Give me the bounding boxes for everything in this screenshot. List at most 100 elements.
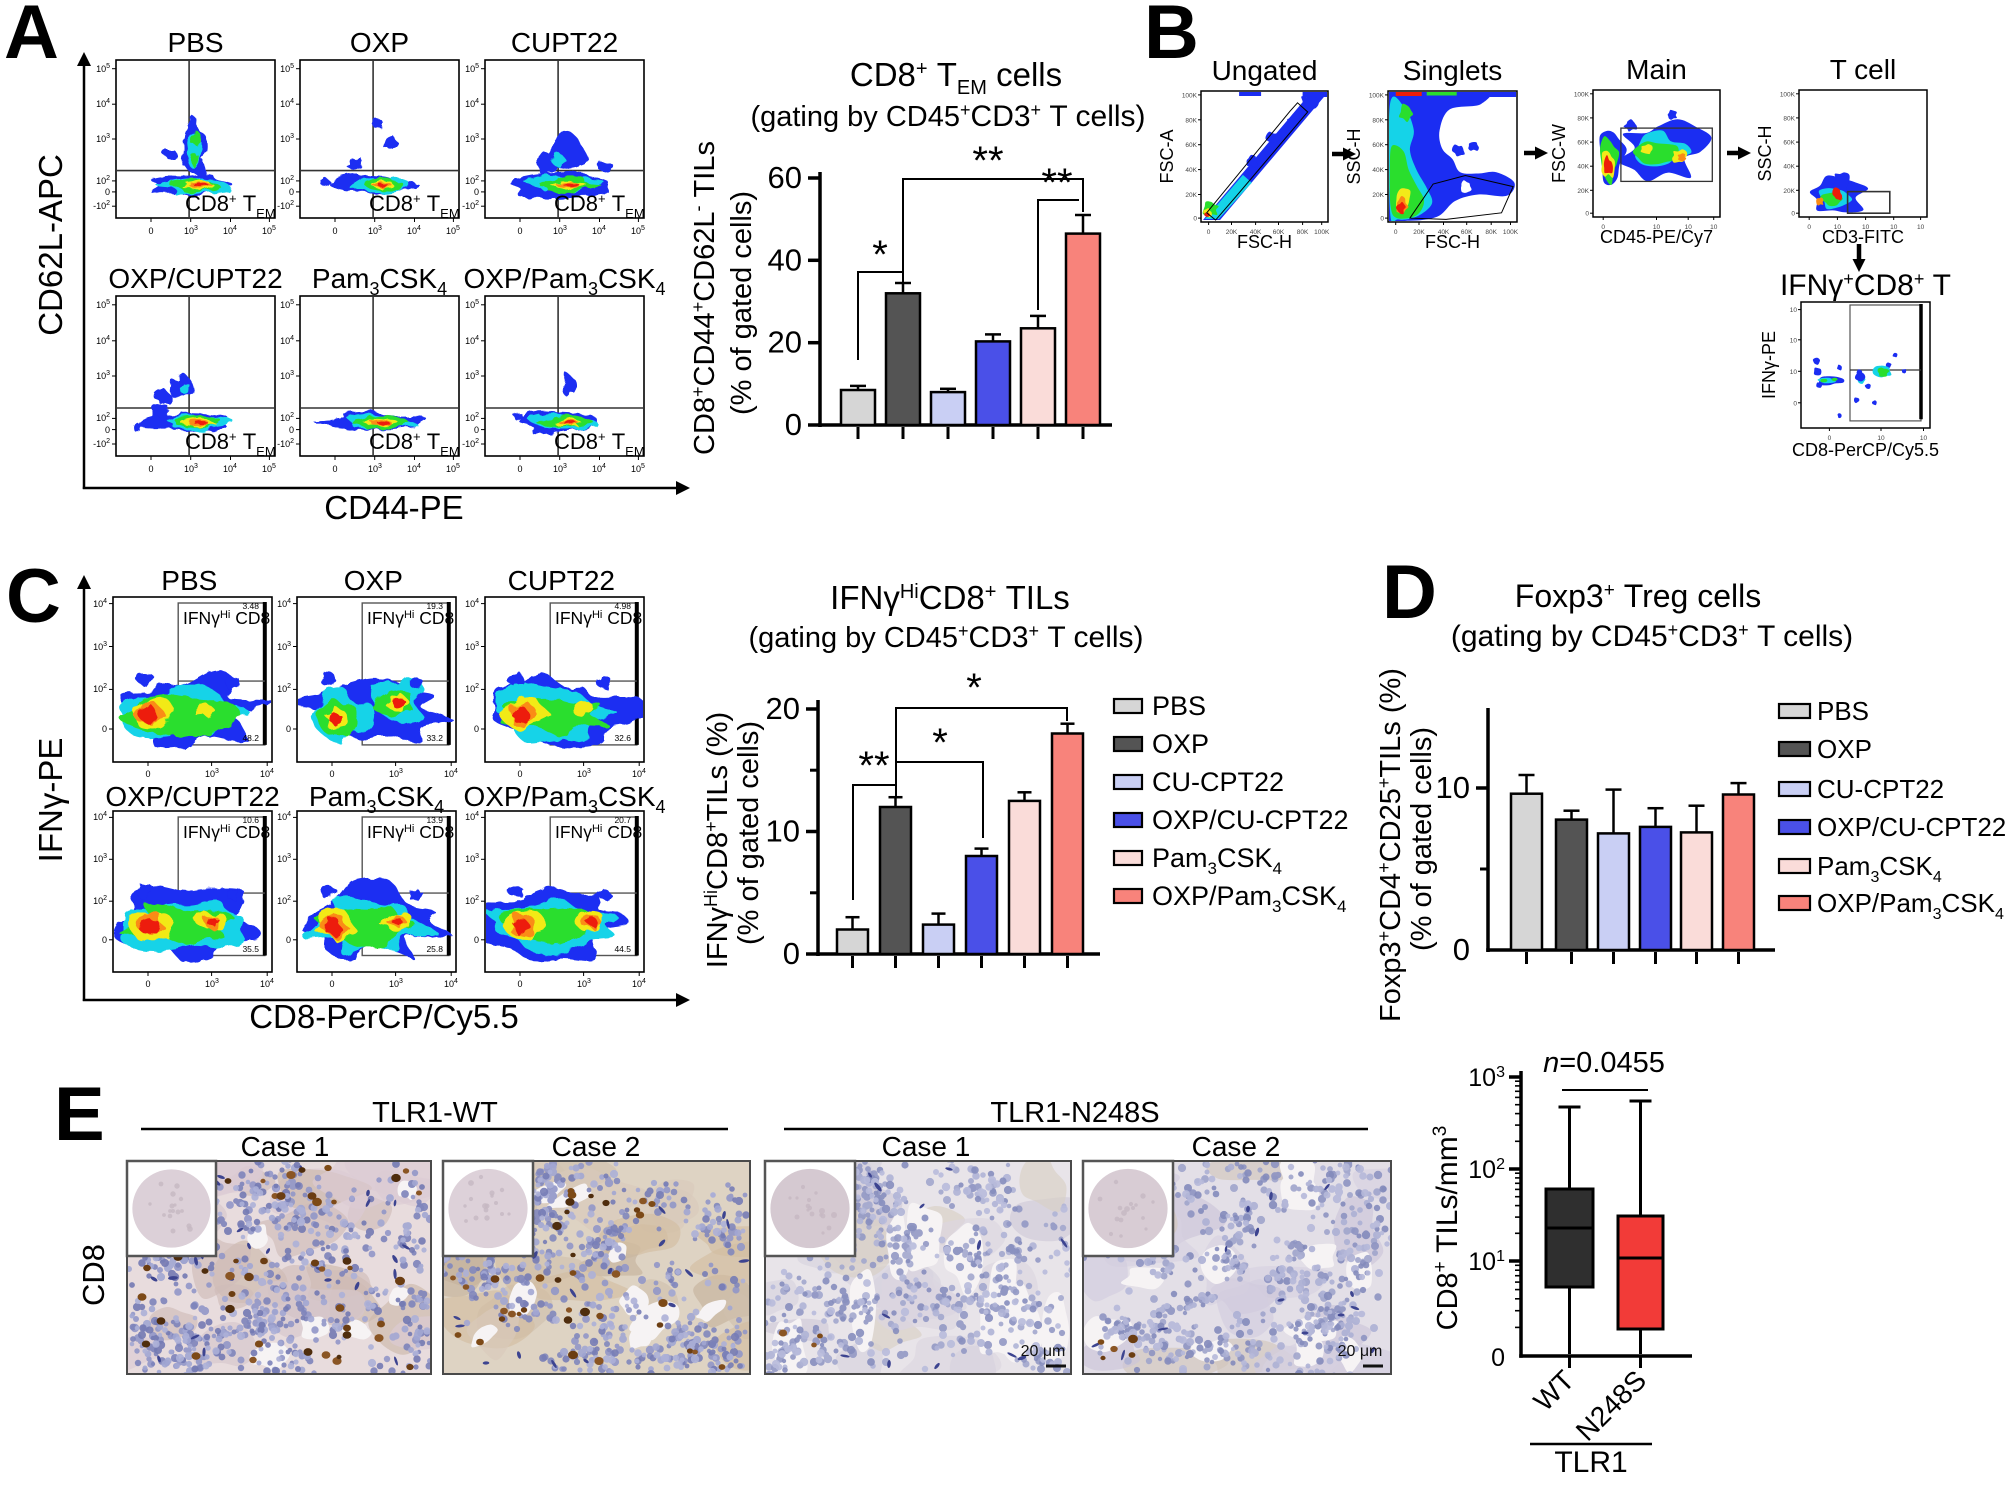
svg-text:CD8-PerCP/Cy5.5: CD8-PerCP/Cy5.5 — [1792, 440, 1939, 460]
svg-text:10: 10 — [1834, 224, 1842, 231]
svg-text:100K: 100K — [1574, 91, 1590, 98]
svg-text:80K: 80K — [1783, 115, 1795, 122]
svg-text:4.98: 4.98 — [614, 601, 631, 611]
svg-text:80K: 80K — [1372, 117, 1384, 124]
svg-text:10: 10 — [766, 814, 800, 849]
svg-text:103: 103 — [368, 463, 382, 474]
svg-text:35.5: 35.5 — [242, 944, 259, 954]
svg-text:IFNγHi CD8: IFNγHi CD8 — [555, 608, 642, 628]
svg-text:**: ** — [858, 744, 889, 788]
svg-text:**: ** — [1041, 161, 1072, 205]
svg-text:103: 103 — [96, 133, 110, 144]
svg-text:104: 104 — [592, 463, 606, 474]
svg-text:102: 102 — [93, 683, 107, 694]
svg-text:*: * — [872, 233, 888, 277]
svg-text:104: 104 — [96, 335, 110, 346]
svg-text:20K: 20K — [1372, 192, 1384, 199]
svg-text:CD8: CD8 — [76, 1244, 111, 1306]
svg-text:102: 102 — [93, 895, 107, 906]
svg-text:104: 104 — [632, 978, 646, 989]
svg-text:0: 0 — [145, 979, 150, 989]
svg-text:104: 104 — [632, 768, 646, 779]
svg-text:0: 0 — [1207, 229, 1211, 236]
svg-text:CUPT22: CUPT22 — [508, 565, 615, 596]
svg-text:Pam3CSK4: Pam3CSK4 — [1817, 851, 1942, 886]
svg-text:10: 10 — [1653, 224, 1661, 231]
svg-text:0: 0 — [517, 226, 522, 236]
svg-text:PBS: PBS — [167, 27, 223, 58]
svg-text:104: 104 — [96, 98, 110, 109]
svg-text:102: 102 — [96, 412, 110, 423]
svg-text:10: 10 — [1862, 224, 1870, 231]
svg-text:40: 40 — [768, 242, 802, 277]
svg-text:CU-CPT22: CU-CPT22 — [1817, 774, 1944, 804]
svg-text:(gating by CD45+CD3+ T cells): (gating by CD45+CD3+ T cells) — [748, 621, 1143, 654]
svg-text:103: 103 — [465, 133, 479, 144]
svg-text:0: 0 — [1791, 211, 1795, 218]
svg-text:40K: 40K — [1577, 164, 1589, 171]
svg-text:**: ** — [972, 139, 1003, 183]
svg-text:SSC-H: SSC-H — [1344, 128, 1364, 184]
svg-text:10: 10 — [1920, 435, 1928, 442]
svg-text:10: 10 — [1436, 770, 1470, 805]
svg-text:100K: 100K — [1369, 92, 1385, 99]
svg-text:40K: 40K — [1250, 229, 1262, 236]
svg-text:102: 102 — [96, 175, 110, 186]
svg-text:CU-CPT22: CU-CPT22 — [1152, 767, 1284, 797]
svg-text:100K: 100K — [1314, 229, 1330, 236]
svg-text:104: 104 — [465, 335, 479, 346]
svg-text:0: 0 — [1453, 932, 1470, 967]
svg-text:20K: 20K — [1413, 229, 1425, 236]
svg-text:40K: 40K — [1438, 229, 1450, 236]
svg-text:OXP: OXP — [344, 565, 403, 596]
svg-text:19.3: 19.3 — [426, 601, 443, 611]
svg-text:Singlets: Singlets — [1403, 55, 1503, 86]
svg-text:T cell: T cell — [1830, 54, 1896, 85]
svg-text:0: 0 — [148, 464, 153, 474]
svg-text:103: 103 — [465, 641, 479, 652]
svg-text:102: 102 — [280, 412, 294, 423]
svg-text:102: 102 — [465, 175, 479, 186]
svg-text:-102: -102 — [462, 438, 479, 449]
svg-text:0: 0 — [286, 724, 291, 734]
svg-text:20: 20 — [768, 325, 802, 360]
svg-text:OXP: OXP — [1817, 734, 1872, 764]
svg-text:103: 103 — [184, 225, 198, 236]
svg-text:0: 0 — [1793, 400, 1797, 407]
svg-text:40K: 40K — [1783, 164, 1795, 171]
svg-text:0: 0 — [517, 464, 522, 474]
svg-text:Foxp3+ Treg cells: Foxp3+ Treg cells — [1515, 578, 1761, 614]
svg-text:103: 103 — [205, 768, 219, 779]
svg-text:20K: 20K — [1783, 188, 1795, 195]
svg-text:0: 0 — [1380, 216, 1384, 223]
svg-text:10: 10 — [1890, 224, 1898, 231]
svg-text:20K: 20K — [1226, 229, 1238, 236]
svg-text:104: 104 — [465, 598, 479, 609]
svg-text:103: 103 — [577, 978, 591, 989]
svg-text:105: 105 — [631, 225, 645, 236]
svg-text:N248S: N248S — [1570, 1364, 1652, 1446]
svg-text:10: 10 — [1917, 224, 1925, 231]
svg-text:-102: -102 — [93, 200, 110, 211]
svg-text:102: 102 — [465, 895, 479, 906]
svg-text:10: 10 — [1790, 369, 1798, 376]
svg-text:FSC-A: FSC-A — [1157, 130, 1177, 184]
svg-text:103: 103 — [577, 768, 591, 779]
svg-text:(% of gated cells): (% of gated cells) — [733, 721, 765, 945]
svg-text:0: 0 — [1828, 435, 1832, 442]
svg-text:PBS: PBS — [161, 565, 217, 596]
svg-text:0: 0 — [145, 769, 150, 779]
svg-text:44.5: 44.5 — [614, 944, 631, 954]
svg-text:0: 0 — [286, 935, 291, 945]
svg-text:D: D — [1382, 550, 1437, 635]
svg-text:13.9: 13.9 — [426, 815, 443, 825]
svg-text:0: 0 — [1394, 229, 1398, 236]
svg-text:OXP/CUPT22: OXP/CUPT22 — [108, 263, 282, 294]
svg-text:0: 0 — [1601, 224, 1605, 231]
svg-text:Case 1: Case 1 — [882, 1131, 971, 1162]
svg-text:OXP/Pam3CSK4: OXP/Pam3CSK4 — [463, 263, 665, 299]
svg-text:105: 105 — [631, 463, 645, 474]
svg-text:0: 0 — [1585, 211, 1589, 218]
svg-text:102: 102 — [280, 175, 294, 186]
svg-text:105: 105 — [446, 225, 460, 236]
